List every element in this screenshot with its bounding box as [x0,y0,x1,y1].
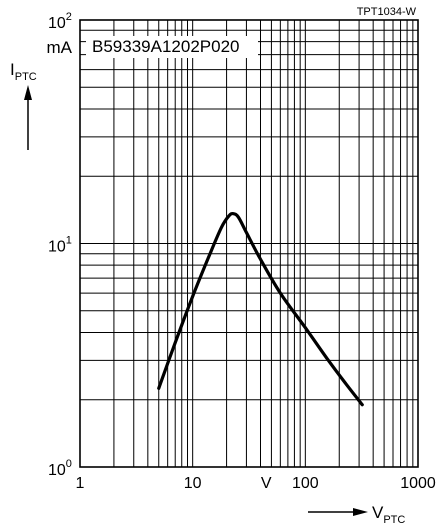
chart-title-background [86,36,258,58]
series-curve [157,211,364,407]
y-axis-label: IPTC [10,60,37,83]
chart-title: B59339A1202P020 [92,37,239,56]
figure-id: TPT1034-W [357,6,417,18]
y-axis-unit: mA [47,38,73,57]
y-tick-label: 102 [48,11,72,32]
x-axis-label-symbol: V [372,503,384,522]
y-axis-arrow [24,85,32,150]
tick-labels: 1 10 100 1000 100 101 102 [48,11,436,492]
x-axis-unit: V [261,475,272,492]
x-tick-label: 1 [76,475,85,492]
y-tick-label: 100 [48,458,72,479]
x-tick-label: 10 [184,475,202,492]
y-axis-label-symbol: I [10,60,15,79]
plot-frame [79,19,419,468]
x-tick-label: 100 [292,475,319,492]
y-axis-label-subscript: PTC [15,71,37,83]
x-axis-label: VPTC [372,503,405,526]
x-axis-arrow [308,508,368,516]
x-tick-label: 1000 [400,475,436,492]
y-tick-label: 101 [48,235,72,256]
x-axis-label-subscript: PTC [383,514,405,526]
grid-lines [80,20,418,467]
